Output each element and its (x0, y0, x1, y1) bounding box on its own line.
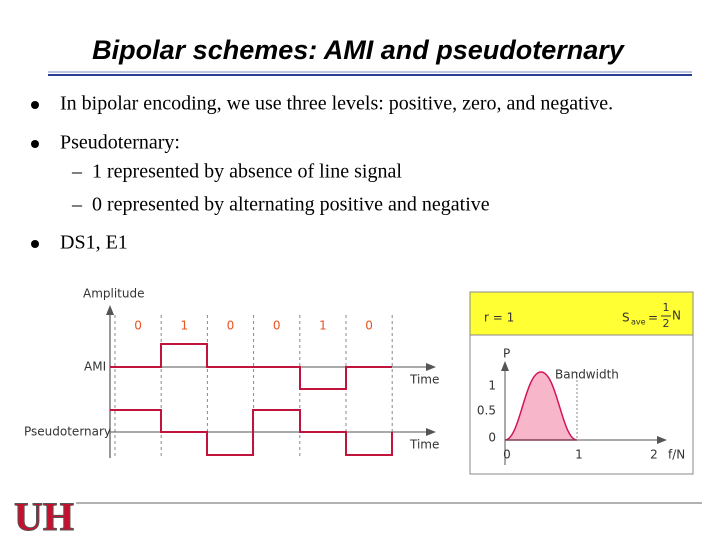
arrow-head (501, 361, 509, 371)
s-unit: N (672, 309, 681, 323)
bit-label: 0 (227, 319, 235, 333)
x-tick-label: 2 (650, 448, 658, 462)
denominator: 2 (663, 317, 670, 330)
bullet-dot (31, 101, 39, 109)
arrow-head (657, 436, 667, 444)
equals: = (648, 311, 658, 325)
y-axis-label: P (503, 347, 510, 361)
x-tick-label: 0 (503, 448, 511, 462)
ami-signal (110, 343, 392, 390)
s-symbol: S (622, 311, 630, 325)
pseudoternary-label: Pseudoternary (24, 425, 111, 439)
spectrum-panel: r = 1 S ave = 1 2 N P 1 0.5 0 0 1 2 f/N … (469, 291, 694, 475)
logo: UH (14, 494, 74, 539)
pseudoternary-signal (110, 409, 393, 456)
s-subscript: ave (631, 318, 646, 327)
bit-label: 1 (319, 319, 327, 333)
time-label: Time (409, 438, 439, 452)
bit-label: 0 (273, 319, 281, 333)
y-tick-label: 1 (488, 379, 496, 393)
amplitude-label: Amplitude (83, 287, 145, 301)
arrow-head (426, 428, 436, 436)
bullet-dot (31, 140, 39, 148)
x-axis-label: f/N (668, 448, 685, 462)
bullet-text: DS1, E1 (60, 232, 128, 254)
y-tick-label: 0 (488, 431, 496, 445)
sub-text: 1 represented by absence of line signal (92, 161, 402, 183)
y-tick-label: 0.5 (477, 404, 496, 418)
bullet-text: Pseudoternary: (60, 132, 180, 154)
bit-label: 0 (134, 319, 142, 333)
sub-dash: – (71, 161, 83, 183)
numerator: 1 (663, 301, 670, 314)
slide-title: Bipolar schemes: AMI and pseudoternary (92, 35, 626, 65)
sub-dash: – (71, 194, 83, 216)
ami-label: AMI (84, 360, 106, 374)
panel-header (469, 291, 694, 336)
sub-text: 0 represented by alternating positive an… (92, 194, 490, 216)
bit-labels: 0 1 0 0 1 0 (134, 319, 373, 333)
x-tick-label: 1 (575, 448, 583, 462)
bit-label: 1 (180, 319, 188, 333)
bullet-text: In bipolar encoding, we use three levels… (60, 93, 613, 115)
time-label: Time (409, 373, 439, 387)
bit-label: 0 (365, 319, 373, 333)
spectrum-curve (504, 371, 578, 441)
ratio-label: r = 1 (484, 311, 514, 325)
arrow-head (106, 305, 114, 315)
bandwidth-label: Bandwidth (555, 368, 619, 382)
arrow-head (426, 363, 436, 371)
bullet-dot (31, 240, 39, 248)
